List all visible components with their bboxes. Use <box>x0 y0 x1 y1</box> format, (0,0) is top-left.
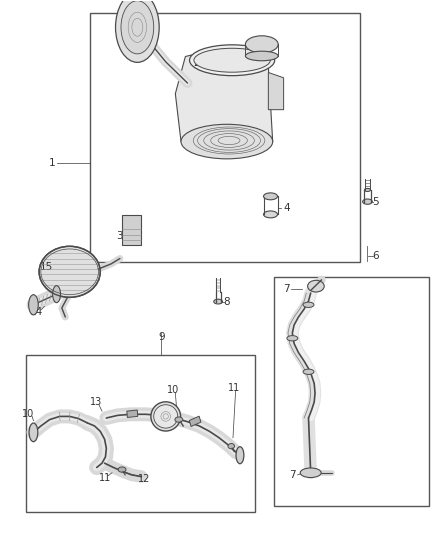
Ellipse shape <box>116 0 159 62</box>
Bar <box>275 277 429 506</box>
Ellipse shape <box>190 45 275 76</box>
Ellipse shape <box>303 302 314 308</box>
Ellipse shape <box>181 124 273 159</box>
Text: 14: 14 <box>30 306 43 317</box>
Text: 9: 9 <box>158 332 165 342</box>
Text: 11: 11 <box>228 383 240 393</box>
Polygon shape <box>268 72 284 110</box>
Ellipse shape <box>245 51 278 61</box>
Ellipse shape <box>307 280 324 292</box>
Ellipse shape <box>28 295 38 315</box>
Text: 2: 2 <box>193 59 200 68</box>
Ellipse shape <box>194 49 270 72</box>
Bar <box>122 215 141 245</box>
Ellipse shape <box>228 443 234 449</box>
Ellipse shape <box>363 199 372 204</box>
Text: 7: 7 <box>289 470 296 480</box>
Ellipse shape <box>154 405 178 428</box>
Text: 15: 15 <box>40 262 53 271</box>
Ellipse shape <box>264 193 278 200</box>
Ellipse shape <box>303 369 314 374</box>
Ellipse shape <box>53 286 60 303</box>
Text: 4: 4 <box>283 203 290 213</box>
Text: 5: 5 <box>372 197 378 207</box>
Text: 7: 7 <box>283 284 290 294</box>
Bar <box>90 13 360 262</box>
Text: 10: 10 <box>167 385 179 395</box>
Ellipse shape <box>245 36 278 53</box>
Ellipse shape <box>39 246 100 297</box>
Ellipse shape <box>300 468 321 478</box>
Text: 6: 6 <box>372 251 378 261</box>
Text: 12: 12 <box>138 474 150 484</box>
Ellipse shape <box>118 467 126 472</box>
Ellipse shape <box>364 188 371 191</box>
Ellipse shape <box>151 402 180 431</box>
Ellipse shape <box>264 211 278 218</box>
Ellipse shape <box>175 417 183 422</box>
Text: 10: 10 <box>22 409 34 419</box>
Ellipse shape <box>214 299 223 304</box>
Ellipse shape <box>287 336 298 341</box>
Text: 8: 8 <box>223 296 230 306</box>
Bar <box>127 410 138 417</box>
Ellipse shape <box>121 1 154 54</box>
Ellipse shape <box>236 447 244 464</box>
Text: 11: 11 <box>99 473 111 483</box>
Bar <box>25 356 255 512</box>
Polygon shape <box>175 46 273 142</box>
Bar <box>189 416 201 426</box>
Text: 1: 1 <box>49 158 56 168</box>
Text: 13: 13 <box>90 397 102 407</box>
Text: 3: 3 <box>116 231 123 241</box>
Ellipse shape <box>29 423 38 442</box>
